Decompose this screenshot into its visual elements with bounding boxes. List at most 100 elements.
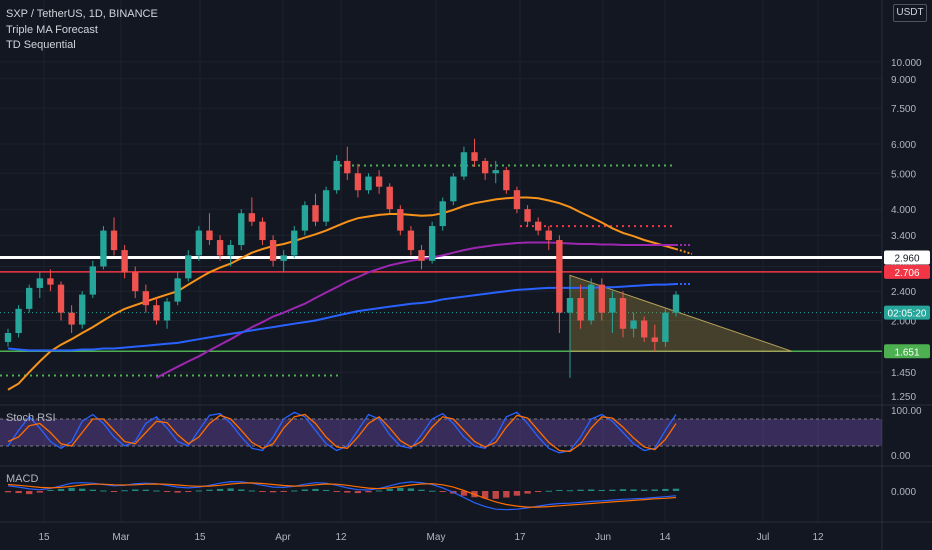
candle-body[interactable] <box>407 230 415 251</box>
candle-body[interactable] <box>216 240 224 256</box>
candle-body[interactable] <box>206 230 213 241</box>
candle-body[interactable] <box>365 176 372 191</box>
indicator-triple-ma[interactable]: Triple MA Forecast <box>6 24 98 36</box>
candle-body[interactable] <box>68 312 75 325</box>
candle-body[interactable] <box>301 205 309 231</box>
macd-histogram-bar <box>630 489 637 491</box>
macd-histogram-bar <box>47 489 54 491</box>
candle-body[interactable] <box>354 173 362 191</box>
candle-body[interactable] <box>227 244 234 256</box>
candle-body[interactable] <box>534 221 542 231</box>
candle-body[interactable] <box>492 170 499 174</box>
candle-body[interactable] <box>142 291 150 306</box>
macd-title[interactable]: MACD <box>6 473 39 485</box>
candle-body[interactable] <box>100 230 107 267</box>
moving-average-line <box>7 283 677 352</box>
candle-body[interactable] <box>110 230 118 251</box>
candle-body[interactable] <box>609 298 616 313</box>
candle-body[interactable] <box>397 209 404 231</box>
macd-histogram-bar <box>280 491 287 492</box>
macd-histogram-bar <box>206 489 213 491</box>
candle-body[interactable] <box>418 250 425 261</box>
time-tick-label: 12 <box>335 532 347 543</box>
candle-body[interactable] <box>79 294 86 325</box>
price-labels: 2.960 2.706 02:05:20 1.651 <box>884 250 930 359</box>
candle-body[interactable] <box>344 160 351 174</box>
candle-body[interactable] <box>556 240 563 313</box>
candle-body[interactable] <box>259 221 266 241</box>
macd-histogram-bar <box>227 488 234 491</box>
candle-body[interactable] <box>513 190 521 210</box>
symbol-title[interactable]: SXP / TetherUS, 1D, BINANCE <box>6 8 158 20</box>
candle-body[interactable] <box>545 230 552 241</box>
macd-histogram-bar <box>609 489 616 491</box>
indicator-tick-label: 100.00 <box>891 406 922 417</box>
moving-average-line <box>7 196 677 391</box>
macd-histogram-bar <box>481 491 489 499</box>
currency-badge[interactable]: USDT <box>893 4 927 22</box>
candle-body[interactable] <box>4 333 12 342</box>
candle-body[interactable] <box>375 176 383 187</box>
stoch-rsi-title[interactable]: Stoch RSI <box>6 412 56 424</box>
macd-histogram-bar <box>269 491 277 493</box>
candle-body[interactable] <box>36 278 43 288</box>
candle-body[interactable] <box>89 266 97 295</box>
macd-histogram-bar <box>259 491 266 492</box>
candle-body[interactable] <box>428 226 436 261</box>
candle-body[interactable] <box>121 250 128 273</box>
candle-body[interactable] <box>195 230 203 256</box>
candle-body[interactable] <box>153 305 160 321</box>
macd-histogram-bar <box>354 491 362 494</box>
candle-body[interactable] <box>238 213 245 245</box>
candle-body[interactable] <box>280 255 287 261</box>
macd-histogram-bar <box>132 489 139 491</box>
candle-body[interactable] <box>460 152 468 177</box>
price-badge-label: 02:05:20 <box>888 309 927 320</box>
candle-body[interactable] <box>619 298 627 329</box>
macd-histogram-bar <box>57 488 65 491</box>
time-tick-label: Jun <box>595 532 611 543</box>
candle-body[interactable] <box>672 294 680 313</box>
candle-body[interactable] <box>322 190 330 222</box>
candle-body[interactable] <box>47 278 54 285</box>
candle-body[interactable] <box>15 308 22 334</box>
candle-body[interactable] <box>577 298 584 321</box>
candle-body[interactable] <box>630 320 637 329</box>
macd-histogram-bar <box>566 490 574 492</box>
candle-body[interactable] <box>312 205 319 222</box>
candle-body[interactable] <box>248 213 256 222</box>
candle-body[interactable] <box>333 160 340 191</box>
candle-body[interactable] <box>662 312 669 342</box>
candle-body[interactable] <box>26 287 33 309</box>
price-badge[interactable] <box>884 264 930 279</box>
candle-body[interactable] <box>57 284 65 313</box>
candle-body[interactable] <box>163 301 171 321</box>
candle-body[interactable] <box>503 170 510 191</box>
candle-body[interactable] <box>132 272 139 292</box>
candle-body[interactable] <box>651 337 658 342</box>
macd-histogram-bar <box>89 489 97 491</box>
price-badge[interactable] <box>884 344 930 359</box>
candle-body[interactable] <box>269 240 277 261</box>
candle-body[interactable] <box>598 284 605 313</box>
price-badge-label: 2.706 <box>894 268 919 279</box>
candle-body[interactable] <box>641 320 648 338</box>
candle-body[interactable] <box>439 201 446 227</box>
price-badge[interactable] <box>884 250 930 265</box>
macd-histogram-bar <box>407 488 415 491</box>
price-badge[interactable] <box>884 305 930 320</box>
candle-body[interactable] <box>471 152 478 161</box>
candle-body[interactable] <box>587 284 595 321</box>
macd-histogram-bar <box>79 488 86 491</box>
candle-body[interactable] <box>185 255 192 279</box>
candle-body[interactable] <box>450 176 457 202</box>
indicator-td-sequential[interactable]: TD Sequential <box>6 39 76 51</box>
candle-body[interactable] <box>291 230 298 256</box>
macd-histogram-bar <box>36 491 43 493</box>
candle-body[interactable] <box>481 160 489 174</box>
candle-body[interactable] <box>174 278 181 302</box>
candle-body[interactable] <box>524 209 531 222</box>
candle-body[interactable] <box>386 186 393 210</box>
candle-body[interactable] <box>566 298 574 313</box>
